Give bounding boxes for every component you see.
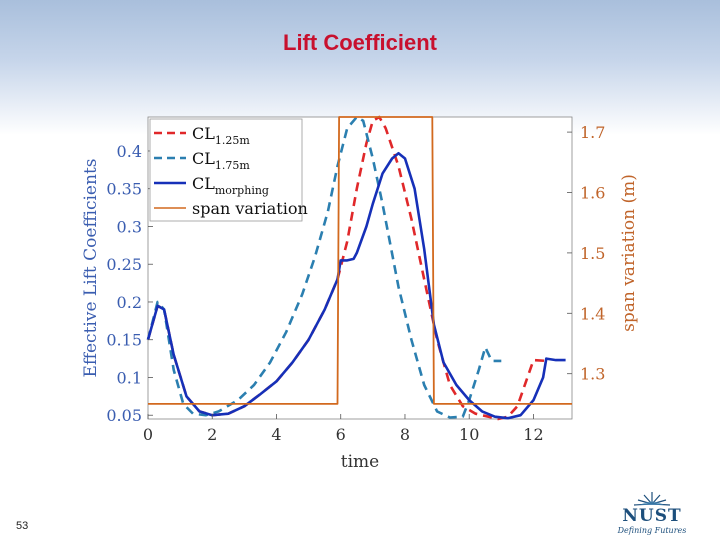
y-tick-label: 0.2 bbox=[117, 293, 142, 312]
series-line-cl175 bbox=[146, 115, 502, 419]
x-tick-label: 0 bbox=[143, 425, 153, 444]
series-line-morph bbox=[146, 151, 566, 420]
x-tick-label: 2 bbox=[207, 425, 217, 444]
legend-label-cl175: CL1.75m bbox=[192, 149, 250, 172]
y2-tick-label: 1.3 bbox=[580, 365, 605, 384]
y-tick-label: 0.15 bbox=[106, 331, 142, 350]
legend-box bbox=[149, 118, 303, 222]
x-tick-label: 8 bbox=[400, 425, 410, 444]
logo-tagline: Defining Futures bbox=[617, 526, 687, 535]
y-tick-label: 0.4 bbox=[117, 142, 142, 161]
slide-title: Lift Coefficient bbox=[283, 30, 437, 55]
y2-axis-label: span variation (m) bbox=[619, 174, 639, 332]
logo-name: NUST bbox=[622, 506, 682, 526]
y-axis-label: Effective Lift Coefficients bbox=[81, 159, 101, 378]
y2-tick-label: 1.7 bbox=[580, 123, 605, 142]
y2-tick-label: 1.5 bbox=[580, 244, 605, 263]
y-tick-label: 0.35 bbox=[106, 180, 142, 199]
y-tick-label: 0.25 bbox=[106, 255, 142, 274]
x-axis-label: time bbox=[341, 452, 379, 472]
legend-label-morph: CLmorphing bbox=[192, 174, 269, 197]
nust-logo-emblem-icon bbox=[633, 492, 671, 506]
y-tick-label: 0.05 bbox=[106, 406, 142, 425]
x-tick-label: 4 bbox=[271, 425, 281, 444]
lift-coefficient-chart: 0 2 4 6 8 10 12 0.05 0.1 0.15 0.2 0.25 0.3 0.35 0.4 1.3… bbox=[81, 115, 639, 472]
legend-label-span: span variation bbox=[192, 199, 308, 218]
x-tick-label: 12 bbox=[523, 425, 543, 444]
x-tick-label: 10 bbox=[459, 425, 479, 444]
slide-number: 53 bbox=[16, 520, 29, 532]
y2-tick-label: 1.6 bbox=[580, 184, 605, 203]
y-tick-label: 0.3 bbox=[117, 217, 142, 236]
x-tick-label: 6 bbox=[336, 425, 346, 444]
y2-tick-label: 1.4 bbox=[580, 304, 605, 323]
y-tick-label: 0.1 bbox=[117, 368, 142, 387]
legend-label-cl125: CL1.25m bbox=[192, 124, 250, 147]
series-line-span bbox=[148, 116, 572, 405]
